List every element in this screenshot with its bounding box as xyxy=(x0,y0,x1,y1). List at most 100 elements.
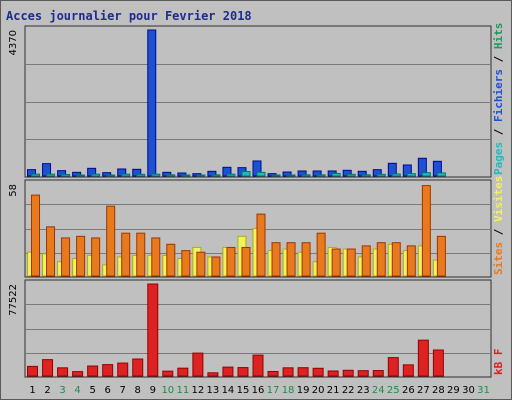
x-tick-day-23: 23 xyxy=(357,385,370,396)
x-tick-day-15: 15 xyxy=(237,385,250,396)
x-tick-day-25: 25 xyxy=(387,385,400,396)
kb-bar-kb-day-5 xyxy=(87,365,99,377)
hits-bar-pages-day-15 xyxy=(241,170,251,177)
visits-bar-sites-day-16 xyxy=(256,213,266,277)
x-tick-day-4: 4 xyxy=(74,385,80,396)
x-tick-day-28: 28 xyxy=(432,385,445,396)
x-tick-day-7: 7 xyxy=(120,385,126,396)
kb-legend: kB F xyxy=(492,349,505,376)
legend-separator: / xyxy=(492,122,505,142)
hits-bar-pages-day-12 xyxy=(196,174,206,177)
x-tick-day-31: 31 xyxy=(477,385,490,396)
legend-separator: / xyxy=(492,49,505,69)
hits-bar-pages-day-25 xyxy=(391,173,401,177)
visits-bar-sites-day-12 xyxy=(196,251,206,277)
kb-bar-kb-day-10 xyxy=(162,370,174,377)
x-tick-day-29: 29 xyxy=(447,385,460,396)
hits-bar-pages-day-5 xyxy=(91,173,101,177)
hits-bar-hits-day-9 xyxy=(147,29,157,177)
visits-bar-sites-day-7 xyxy=(121,232,131,277)
x-tick-day-2: 2 xyxy=(44,385,50,396)
hits-bar-pages-day-16 xyxy=(256,171,266,177)
visits-bar-sites-day-1 xyxy=(31,194,41,277)
hits-bar-pages-day-4 xyxy=(76,174,86,177)
x-tick-day-24: 24 xyxy=(372,385,385,396)
visits-bar-sites-day-11 xyxy=(181,250,191,277)
kb-bar-kb-day-18 xyxy=(282,367,294,377)
visits-bar-sites-day-13 xyxy=(211,256,221,277)
hits-bar-pages-day-13 xyxy=(211,174,221,177)
x-tick-day-20: 20 xyxy=(312,385,325,396)
panel-frame xyxy=(24,279,492,378)
hits-bar-pages-day-18 xyxy=(286,174,296,177)
x-tick-day-6: 6 xyxy=(104,385,110,396)
visits-bar-sites-day-3 xyxy=(61,237,71,277)
x-tick-day-22: 22 xyxy=(342,385,355,396)
visits-bar-sites-day-25 xyxy=(391,242,401,277)
x-tick-day-17: 17 xyxy=(267,385,280,396)
visits-bar-sites-day-2 xyxy=(46,226,56,277)
visits-bar-sites-day-26 xyxy=(406,245,416,277)
hits-bar-pages-day-24 xyxy=(376,173,386,177)
hits-bar-pages-day-7 xyxy=(121,173,131,177)
hits-bar-pages-day-1 xyxy=(31,173,41,177)
x-tick-day-8: 8 xyxy=(135,385,141,396)
x-tick-day-19: 19 xyxy=(297,385,310,396)
hits-bar-pages-day-21 xyxy=(331,172,341,177)
legend-item-hits: Hits xyxy=(492,23,505,50)
x-tick-day-21: 21 xyxy=(327,385,340,396)
kb-bar-kb-day-17 xyxy=(267,370,279,377)
kb-bar-kb-day-15 xyxy=(237,367,249,377)
x-tick-day-5: 5 xyxy=(89,385,95,396)
hits-bar-pages-day-8 xyxy=(136,173,146,177)
kb-bar-kb-day-14 xyxy=(222,366,234,377)
kb-bar-kb-day-2 xyxy=(42,359,54,377)
kb-bar-kb-day-27 xyxy=(417,339,429,377)
hits-bar-pages-day-2 xyxy=(46,173,56,177)
hits-bar-pages-day-22 xyxy=(346,173,356,177)
hits-bar-pages-day-17 xyxy=(271,174,281,177)
hits-bar-pages-day-20 xyxy=(316,174,326,177)
visits-bar-sites-day-8 xyxy=(136,232,146,277)
legend-item-sites: Sites xyxy=(492,242,505,275)
kb-bar-kb-day-9 xyxy=(147,283,159,377)
visits-bar-sites-day-19 xyxy=(301,242,311,277)
visits-bar-sites-day-18 xyxy=(286,242,296,277)
x-tick-day-30: 30 xyxy=(462,385,475,396)
kb-bar-kb-day-23 xyxy=(357,370,369,377)
visits-bar-sites-day-27 xyxy=(421,185,431,277)
x-tick-day-11: 11 xyxy=(176,385,189,396)
kb-bar-kb-day-16 xyxy=(252,354,264,377)
kb-bar-kb-day-11 xyxy=(177,367,189,377)
visits-bar-sites-day-9 xyxy=(151,237,161,277)
hits-bar-pages-day-27 xyxy=(421,172,431,177)
hits-bar-pages-day-10 xyxy=(166,174,176,177)
kb-bar-kb-day-12 xyxy=(192,352,204,377)
visits-bar-sites-day-21 xyxy=(331,248,341,277)
x-tick-day-12: 12 xyxy=(192,385,205,396)
kb-bar-kb-day-26 xyxy=(402,364,414,377)
legend-item-pages: Pages xyxy=(492,142,505,175)
hits-ymax-label: 4370 xyxy=(8,30,19,55)
x-tick-day-1: 1 xyxy=(29,385,35,396)
x-tick-day-16: 16 xyxy=(252,385,265,396)
kb-ymax-label: 77522 xyxy=(8,284,19,316)
x-tick-day-10: 10 xyxy=(161,385,174,396)
x-tick-day-9: 9 xyxy=(150,385,156,396)
visits-bar-sites-day-14 xyxy=(226,246,236,277)
kb-bar-kb-day-19 xyxy=(297,367,309,377)
hits-bar-pages-day-6 xyxy=(106,174,116,177)
hits-bar-pages-day-3 xyxy=(61,173,71,177)
visits-bar-sites-day-6 xyxy=(106,205,116,277)
visits-bar-sites-day-24 xyxy=(376,242,386,277)
kb-bar-kb-day-7 xyxy=(117,362,129,377)
legend-item-kb-f: kB F xyxy=(492,349,505,376)
legend-item-visites: Visites xyxy=(492,176,505,222)
visits-ymax-label: 58 xyxy=(8,184,19,197)
visits-bar-sites-day-4 xyxy=(76,235,86,277)
kb-bar-kb-day-25 xyxy=(387,357,399,377)
kb-bar-kb-day-8 xyxy=(132,358,144,377)
visits-bar-sites-day-5 xyxy=(91,237,101,277)
hits-bar-pages-day-19 xyxy=(301,174,311,177)
